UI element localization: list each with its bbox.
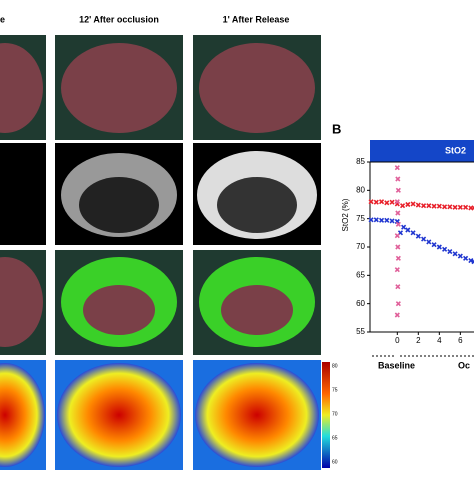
x-tick-label: 2 bbox=[416, 336, 421, 345]
y-tick-label: 85 bbox=[356, 157, 365, 166]
point bbox=[457, 204, 463, 210]
point bbox=[384, 200, 390, 206]
column-header: e bbox=[0, 14, 5, 24]
point bbox=[463, 204, 469, 210]
y-tick-label: 80 bbox=[356, 185, 365, 194]
point bbox=[378, 199, 385, 205]
point bbox=[394, 165, 400, 171]
point bbox=[415, 202, 421, 208]
colorbar-tick-label: 65 bbox=[332, 435, 338, 441]
point bbox=[395, 210, 401, 216]
point bbox=[395, 255, 401, 261]
point bbox=[471, 259, 474, 265]
colorbar-tick-label: 75 bbox=[332, 387, 338, 393]
title-banner bbox=[370, 140, 474, 162]
point bbox=[471, 205, 474, 211]
point bbox=[447, 248, 453, 255]
point bbox=[421, 203, 427, 209]
point bbox=[405, 201, 411, 208]
point bbox=[389, 218, 395, 224]
point bbox=[384, 217, 390, 223]
y-tick-label: 60 bbox=[356, 299, 365, 308]
point bbox=[442, 204, 448, 210]
x-tick-label: 6 bbox=[458, 336, 463, 345]
point bbox=[373, 217, 379, 223]
point bbox=[395, 284, 401, 290]
point bbox=[463, 255, 469, 261]
point bbox=[457, 253, 463, 259]
y-axis-label: StO2 (%) bbox=[341, 198, 350, 231]
point bbox=[405, 227, 411, 233]
point bbox=[400, 203, 406, 209]
point bbox=[436, 203, 442, 209]
point bbox=[431, 242, 437, 248]
column-header: 12' After occlusion bbox=[79, 14, 159, 24]
point bbox=[442, 246, 448, 252]
annotation: Oc bbox=[458, 360, 470, 370]
y-tick-label: 65 bbox=[356, 270, 365, 279]
point bbox=[395, 244, 401, 250]
point bbox=[436, 244, 442, 250]
column-header: 1' After Release bbox=[223, 14, 290, 24]
point bbox=[431, 203, 437, 209]
point bbox=[426, 239, 432, 245]
point bbox=[394, 233, 400, 239]
colorbar-tick-label: 80 bbox=[332, 363, 338, 369]
point bbox=[368, 217, 374, 223]
point bbox=[447, 204, 453, 210]
point bbox=[421, 236, 427, 242]
x-tick-label: 0 bbox=[395, 336, 400, 345]
point bbox=[395, 187, 401, 193]
plot-frame bbox=[369, 161, 474, 333]
point bbox=[389, 199, 395, 205]
y-tick-label: 70 bbox=[356, 242, 365, 251]
point bbox=[394, 267, 400, 273]
point bbox=[452, 204, 458, 210]
point bbox=[395, 221, 401, 227]
point bbox=[452, 251, 458, 257]
point bbox=[415, 233, 421, 239]
x-tick-label: 4 bbox=[437, 336, 442, 345]
y-tick-label: 75 bbox=[356, 214, 365, 223]
point bbox=[426, 203, 432, 209]
point bbox=[468, 258, 474, 264]
colorbar-tick-label: 60 bbox=[332, 459, 338, 465]
chart-title: StO2 bbox=[445, 145, 466, 155]
point bbox=[395, 176, 401, 182]
point bbox=[410, 201, 416, 207]
point bbox=[368, 199, 374, 205]
point bbox=[394, 312, 400, 318]
point bbox=[401, 224, 407, 230]
point bbox=[410, 230, 416, 236]
point bbox=[394, 199, 400, 205]
panel-label: B bbox=[332, 121, 341, 136]
image-grid bbox=[0, 35, 330, 470]
point bbox=[378, 217, 385, 223]
colorbar-tick-label: 70 bbox=[332, 411, 338, 417]
annotation: Baseline bbox=[378, 360, 415, 370]
point bbox=[373, 199, 379, 205]
y-tick-label: 55 bbox=[356, 327, 365, 336]
point bbox=[395, 301, 401, 307]
